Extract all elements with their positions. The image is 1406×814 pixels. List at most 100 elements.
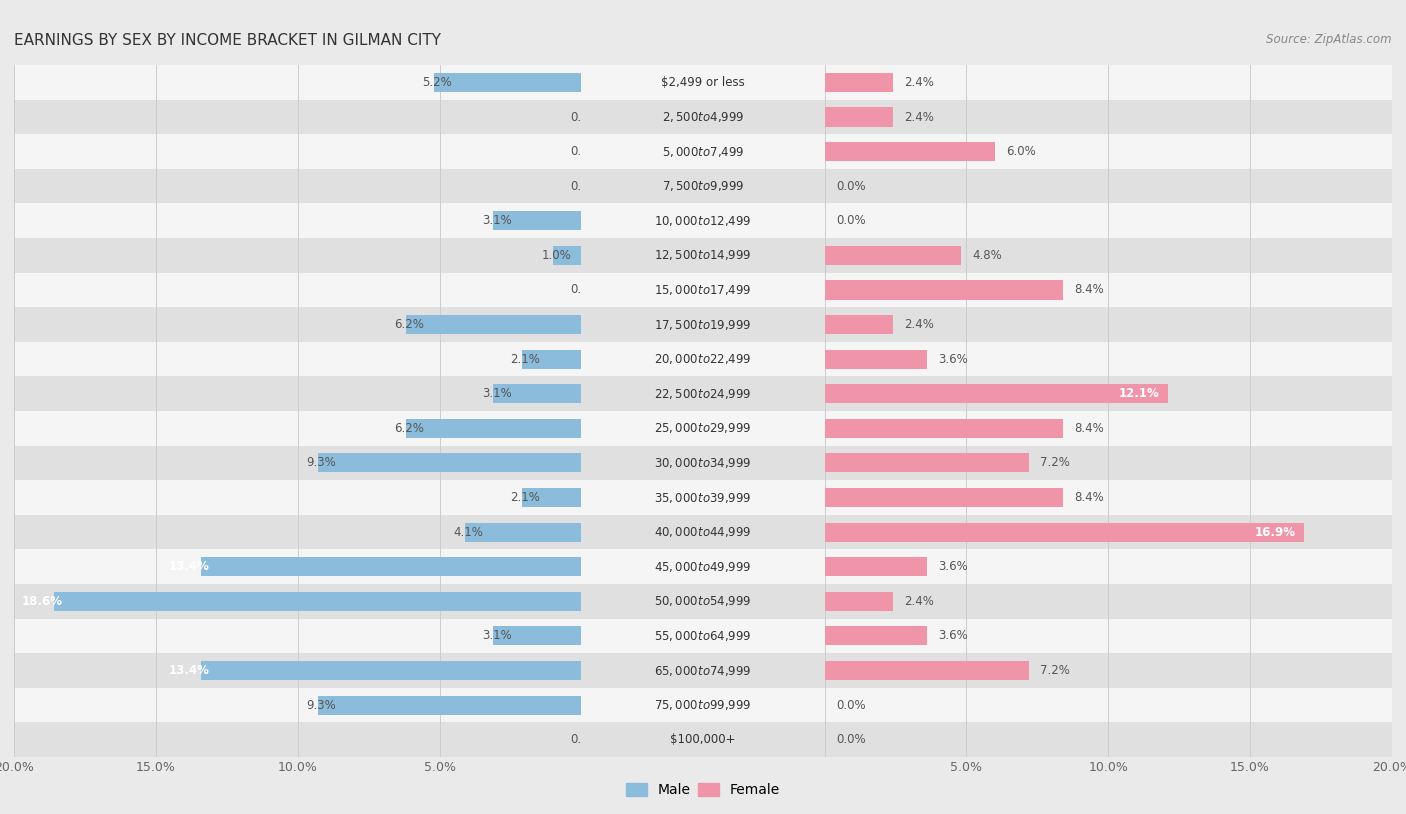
Bar <box>582 619 824 653</box>
Bar <box>14 411 582 446</box>
Bar <box>703 514 824 549</box>
Bar <box>14 549 582 584</box>
Bar <box>14 134 582 169</box>
Text: 2.4%: 2.4% <box>904 111 934 124</box>
Text: $2,500 to $4,999: $2,500 to $4,999 <box>662 110 744 124</box>
Bar <box>703 653 824 688</box>
Bar <box>201 661 582 680</box>
Bar <box>582 480 824 515</box>
Text: $100,000+: $100,000+ <box>671 733 735 746</box>
Bar <box>582 653 824 688</box>
Legend: Male, Female: Male, Female <box>620 778 786 803</box>
Bar <box>824 411 853 446</box>
Bar <box>824 238 853 273</box>
Bar <box>824 73 893 92</box>
Text: $25,000 to $29,999: $25,000 to $29,999 <box>654 422 752 435</box>
Bar <box>824 169 853 204</box>
Bar <box>405 419 582 438</box>
Bar <box>824 446 853 480</box>
Bar <box>14 653 582 688</box>
Bar <box>405 315 582 334</box>
Bar <box>824 514 853 549</box>
Bar <box>553 376 582 411</box>
Text: 0.0%: 0.0% <box>837 733 866 746</box>
Bar <box>824 142 995 161</box>
Bar <box>824 65 1392 99</box>
Bar <box>824 204 1392 238</box>
Text: 2.1%: 2.1% <box>510 352 540 365</box>
Bar <box>703 273 824 307</box>
Text: 0.0%: 0.0% <box>569 283 600 296</box>
Text: 6.2%: 6.2% <box>394 422 425 435</box>
Bar <box>553 169 582 204</box>
Bar <box>824 307 1392 342</box>
Text: 3.1%: 3.1% <box>482 214 512 227</box>
Text: $30,000 to $34,999: $30,000 to $34,999 <box>654 456 752 470</box>
Text: Source: ZipAtlas.com: Source: ZipAtlas.com <box>1267 33 1392 46</box>
Bar <box>824 480 853 515</box>
Bar <box>14 169 582 204</box>
Bar <box>14 446 582 480</box>
Bar <box>582 273 824 307</box>
Bar <box>318 453 582 472</box>
Bar <box>582 688 824 723</box>
Bar <box>824 488 1063 507</box>
Bar <box>703 411 824 446</box>
Bar <box>522 350 582 369</box>
Bar <box>14 480 582 515</box>
Bar <box>553 307 582 342</box>
Bar <box>553 584 582 619</box>
Bar <box>824 619 853 653</box>
Text: $40,000 to $44,999: $40,000 to $44,999 <box>654 525 752 539</box>
Bar <box>824 514 1392 549</box>
Bar <box>553 653 582 688</box>
Bar <box>553 688 582 723</box>
Text: EARNINGS BY SEX BY INCOME BRACKET IN GILMAN CITY: EARNINGS BY SEX BY INCOME BRACKET IN GIL… <box>14 33 441 47</box>
Text: 13.4%: 13.4% <box>169 664 209 677</box>
Bar <box>703 134 824 169</box>
Bar <box>824 204 853 238</box>
Bar <box>824 342 1392 376</box>
Text: 3.6%: 3.6% <box>938 352 967 365</box>
Bar <box>582 376 824 411</box>
Bar <box>434 73 582 92</box>
Text: 6.0%: 6.0% <box>1007 145 1036 158</box>
Bar <box>703 619 824 653</box>
Bar <box>553 246 582 265</box>
Bar <box>703 65 824 99</box>
Bar <box>582 99 824 134</box>
Text: 0.0%: 0.0% <box>837 698 866 711</box>
Text: 13.4%: 13.4% <box>169 560 209 573</box>
Bar <box>201 558 582 576</box>
Bar <box>582 549 824 584</box>
Bar <box>824 238 1392 273</box>
Text: 3.1%: 3.1% <box>482 387 512 400</box>
Bar <box>553 446 582 480</box>
Bar <box>824 480 1392 515</box>
Bar <box>14 688 582 723</box>
Bar <box>553 273 582 307</box>
Bar <box>824 723 1392 757</box>
Bar <box>824 376 1392 411</box>
Text: 2.4%: 2.4% <box>904 595 934 608</box>
Text: 0.0%: 0.0% <box>837 214 866 227</box>
Bar <box>582 65 824 99</box>
Bar <box>824 627 927 646</box>
Bar <box>824 350 927 369</box>
Bar <box>824 273 853 307</box>
Bar <box>14 307 582 342</box>
Text: $15,000 to $17,499: $15,000 to $17,499 <box>654 283 752 297</box>
Text: 7.2%: 7.2% <box>1040 457 1070 470</box>
Bar <box>522 488 582 507</box>
Bar <box>824 688 1392 723</box>
Bar <box>824 315 893 334</box>
Bar <box>703 307 824 342</box>
Bar <box>553 549 582 584</box>
Bar <box>14 584 582 619</box>
Bar <box>824 653 853 688</box>
Bar <box>582 134 824 169</box>
Text: $10,000 to $12,499: $10,000 to $12,499 <box>654 214 752 228</box>
Text: 6.2%: 6.2% <box>394 318 425 331</box>
Bar <box>824 134 1392 169</box>
Bar <box>824 342 853 376</box>
